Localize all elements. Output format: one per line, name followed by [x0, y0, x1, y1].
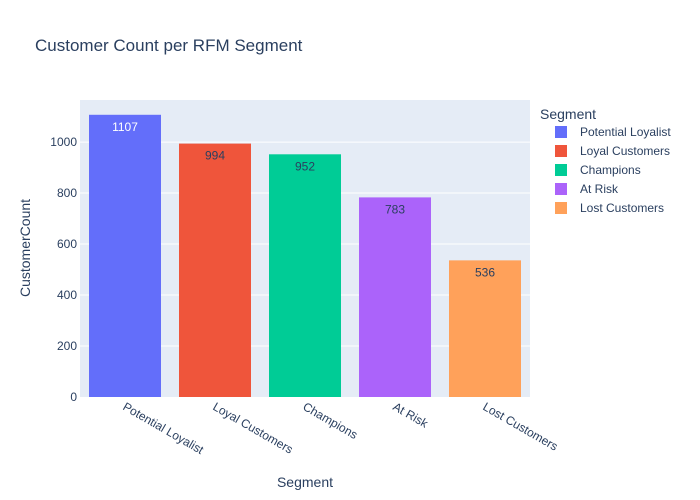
legend-swatch — [555, 164, 567, 176]
legend-item-label: Champions — [580, 163, 641, 177]
legend-swatch — [555, 126, 567, 138]
y-tick-label: 1000 — [50, 135, 77, 149]
y-tick-label: 400 — [57, 288, 77, 302]
legend: Segment Potential Loyalist Loyal Customer… — [540, 106, 671, 215]
legend-item-label: Lost Customers — [580, 201, 664, 215]
bar-value-label: 536 — [475, 265, 495, 279]
bar — [179, 143, 251, 397]
y-tick-label: 200 — [57, 339, 77, 353]
legend-item-label: Loyal Customers — [580, 144, 670, 158]
x-tick-label: At Risk — [391, 399, 432, 431]
bar-value-label: 994 — [205, 149, 225, 163]
legend-swatch — [555, 202, 567, 214]
bar-value-label: 783 — [385, 202, 405, 216]
bar — [449, 260, 521, 397]
legend-swatch — [555, 183, 567, 195]
x-tick-label: Lost Customers — [481, 399, 561, 453]
legend-title: Segment — [540, 106, 596, 122]
y-tick-label: 600 — [57, 237, 77, 251]
y-tick-label: 800 — [57, 186, 77, 200]
chart-title: Customer Count per RFM Segment — [35, 36, 303, 55]
legend-items: Potential Loyalist Loyal Customers Champio… — [555, 125, 671, 215]
x-axis-ticks: Potential Loyalist Loyal Customers Champio… — [121, 399, 561, 457]
legend-item-label: At Risk — [580, 182, 619, 196]
y-tick-label: 0 — [70, 390, 77, 404]
y-axis-ticks: 0 200 400 600 800 1000 — [50, 135, 77, 404]
bar-value-label: 952 — [295, 159, 315, 173]
bar-value-label: 1107 — [112, 120, 138, 134]
y-axis-title: CustomerCount — [17, 199, 33, 297]
bar — [269, 154, 341, 397]
bar — [89, 114, 161, 398]
x-tick-label: Loyal Customers — [211, 399, 296, 456]
legend-item-label: Potential Loyalist — [580, 125, 671, 139]
bar — [359, 197, 431, 397]
x-tick-label: Potential Loyalist — [121, 399, 207, 457]
x-tick-label: Champions — [301, 399, 361, 441]
bars: 1107 994 952 783 536 — [89, 114, 521, 398]
legend-swatch — [555, 145, 567, 157]
x-axis-title: Segment — [277, 474, 333, 490]
